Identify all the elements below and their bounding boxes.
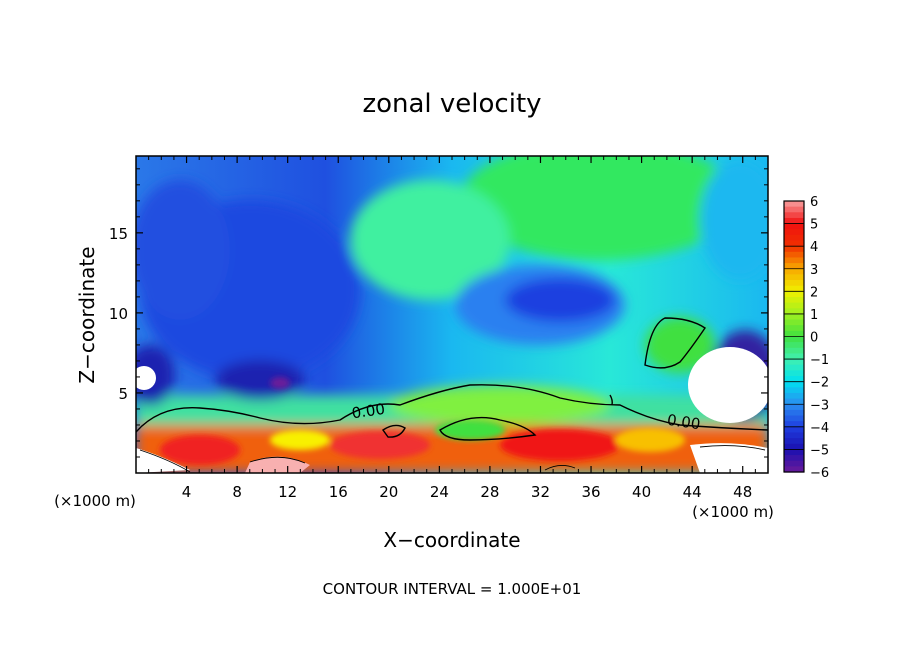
x-tick-label: 36 — [581, 483, 600, 501]
colorbar-swatch — [784, 274, 804, 281]
colorbar-swatch — [784, 426, 804, 434]
colorbar-swatch — [784, 302, 804, 309]
x-axis-ticks: 4 8 12 16 20 24 28 32 36 40 44 48 — [148, 156, 756, 501]
colorbar-swatch — [784, 336, 804, 343]
x-tick-label: 28 — [480, 483, 499, 501]
colorbar-swatch — [784, 212, 804, 219]
colorbar-swatch — [784, 443, 804, 451]
x-tick-label: 12 — [278, 483, 297, 501]
colorbar-swatch — [784, 421, 804, 428]
x-tick-label: 8 — [232, 483, 242, 501]
colorbar-swatch — [784, 398, 804, 405]
colorbar-tick-label: −2 — [810, 376, 829, 391]
colorbar-swatch — [784, 291, 804, 298]
colorbar-swatch — [784, 409, 804, 417]
colorbar-swatch — [784, 313, 804, 321]
colorbar-swatch — [784, 460, 804, 467]
colorbar-swatch — [784, 449, 804, 456]
colorbar: 6 5 4 3 2 1 0 −1 −2 −3 −4 −5 −6 — [783, 195, 829, 481]
colorbar-swatch — [784, 229, 804, 236]
colorbar-tick-label: −3 — [810, 398, 829, 413]
colorbar-swatch — [784, 263, 804, 270]
colorbar-tick-label: −4 — [810, 421, 829, 436]
colorbar-swatch — [784, 206, 804, 213]
colorbar-swatch — [784, 381, 804, 388]
x-tick-label: 32 — [531, 483, 550, 501]
x-tick-label: 44 — [683, 483, 702, 501]
velocity-field: 0.00 0.00 — [136, 156, 768, 473]
colorbar-swatch — [784, 392, 804, 400]
x-axis-unit: (×1000 m) — [692, 503, 774, 521]
colorbar-swatch — [784, 387, 804, 394]
colorbar-swatch — [784, 325, 804, 332]
colorbar-swatch — [784, 370, 804, 377]
x-tick-label: 48 — [733, 483, 752, 501]
colorbar-swatch — [784, 359, 804, 366]
x-tick-label: 24 — [430, 483, 449, 501]
chart-title: zonal velocity — [362, 89, 541, 119]
colorbar-tick-label: 2 — [810, 285, 818, 300]
colorbar-swatch — [784, 296, 804, 304]
colorbar-swatch — [784, 217, 804, 225]
y-axis-label: Z−coordinate — [75, 246, 99, 383]
colorbar-swatch — [784, 201, 804, 208]
colorbar-swatch — [784, 347, 804, 355]
colorbar-swatch — [784, 240, 804, 247]
colorbar-tick-label: 5 — [810, 218, 818, 233]
y-axis-ticks: 5 10 15 — [109, 168, 768, 458]
colorbar-swatch — [784, 319, 804, 326]
contour-label: 0.00 — [351, 400, 387, 422]
colorbar-swatch — [784, 466, 804, 473]
x-axis-label: X−coordinate — [383, 528, 520, 552]
contour-interval-note: CONTOUR INTERVAL = 1.000E+01 — [323, 580, 582, 598]
colorbar-swatch — [784, 257, 804, 264]
colorbar-swatch — [784, 404, 804, 411]
colorbar-swatch — [784, 285, 804, 292]
x-tick-label: 16 — [329, 483, 348, 501]
colorbar-swatch — [784, 438, 804, 445]
colorbar-swatch — [784, 308, 804, 315]
colorbar-swatch — [784, 223, 804, 230]
colorbar-swatch — [784, 280, 804, 287]
contour-label: 0.00 — [666, 411, 702, 433]
colorbar-tick-label: −6 — [810, 466, 829, 481]
y-tick-label: 15 — [109, 225, 128, 243]
colorbar-tick-label: 0 — [810, 331, 818, 346]
colorbar-swatch — [784, 268, 804, 275]
colorbar-swatch — [784, 376, 804, 383]
colorbar-tick-label: 4 — [810, 240, 818, 255]
colorbar-swatch — [784, 432, 804, 439]
colorbar-swatch — [784, 342, 804, 349]
colorbar-tick-label: 6 — [810, 195, 818, 210]
colorbar-tick-label: −5 — [810, 443, 829, 458]
x-tick-label: 4 — [182, 483, 192, 501]
colorbar-swatch — [784, 364, 804, 371]
colorbar-tick-label: −1 — [810, 353, 829, 368]
colorbar-tick-label: 1 — [810, 308, 818, 323]
x-tick-label: 20 — [379, 483, 398, 501]
colorbar-tick-label: 3 — [810, 263, 818, 278]
colorbar-swatch — [784, 251, 804, 259]
y-tick-label: 10 — [109, 305, 128, 323]
y-axis-unit: (×1000 m) — [54, 492, 136, 510]
y-tick-label: 5 — [118, 385, 128, 403]
x-tick-label: 40 — [632, 483, 651, 501]
colorbar-swatch — [784, 455, 804, 462]
colorbar-swatch — [784, 415, 804, 422]
colorbar-swatch — [784, 330, 804, 338]
colorbar-swatch — [784, 353, 804, 360]
colorbar-swatch — [784, 246, 804, 253]
colorbar-swatch — [784, 234, 804, 242]
